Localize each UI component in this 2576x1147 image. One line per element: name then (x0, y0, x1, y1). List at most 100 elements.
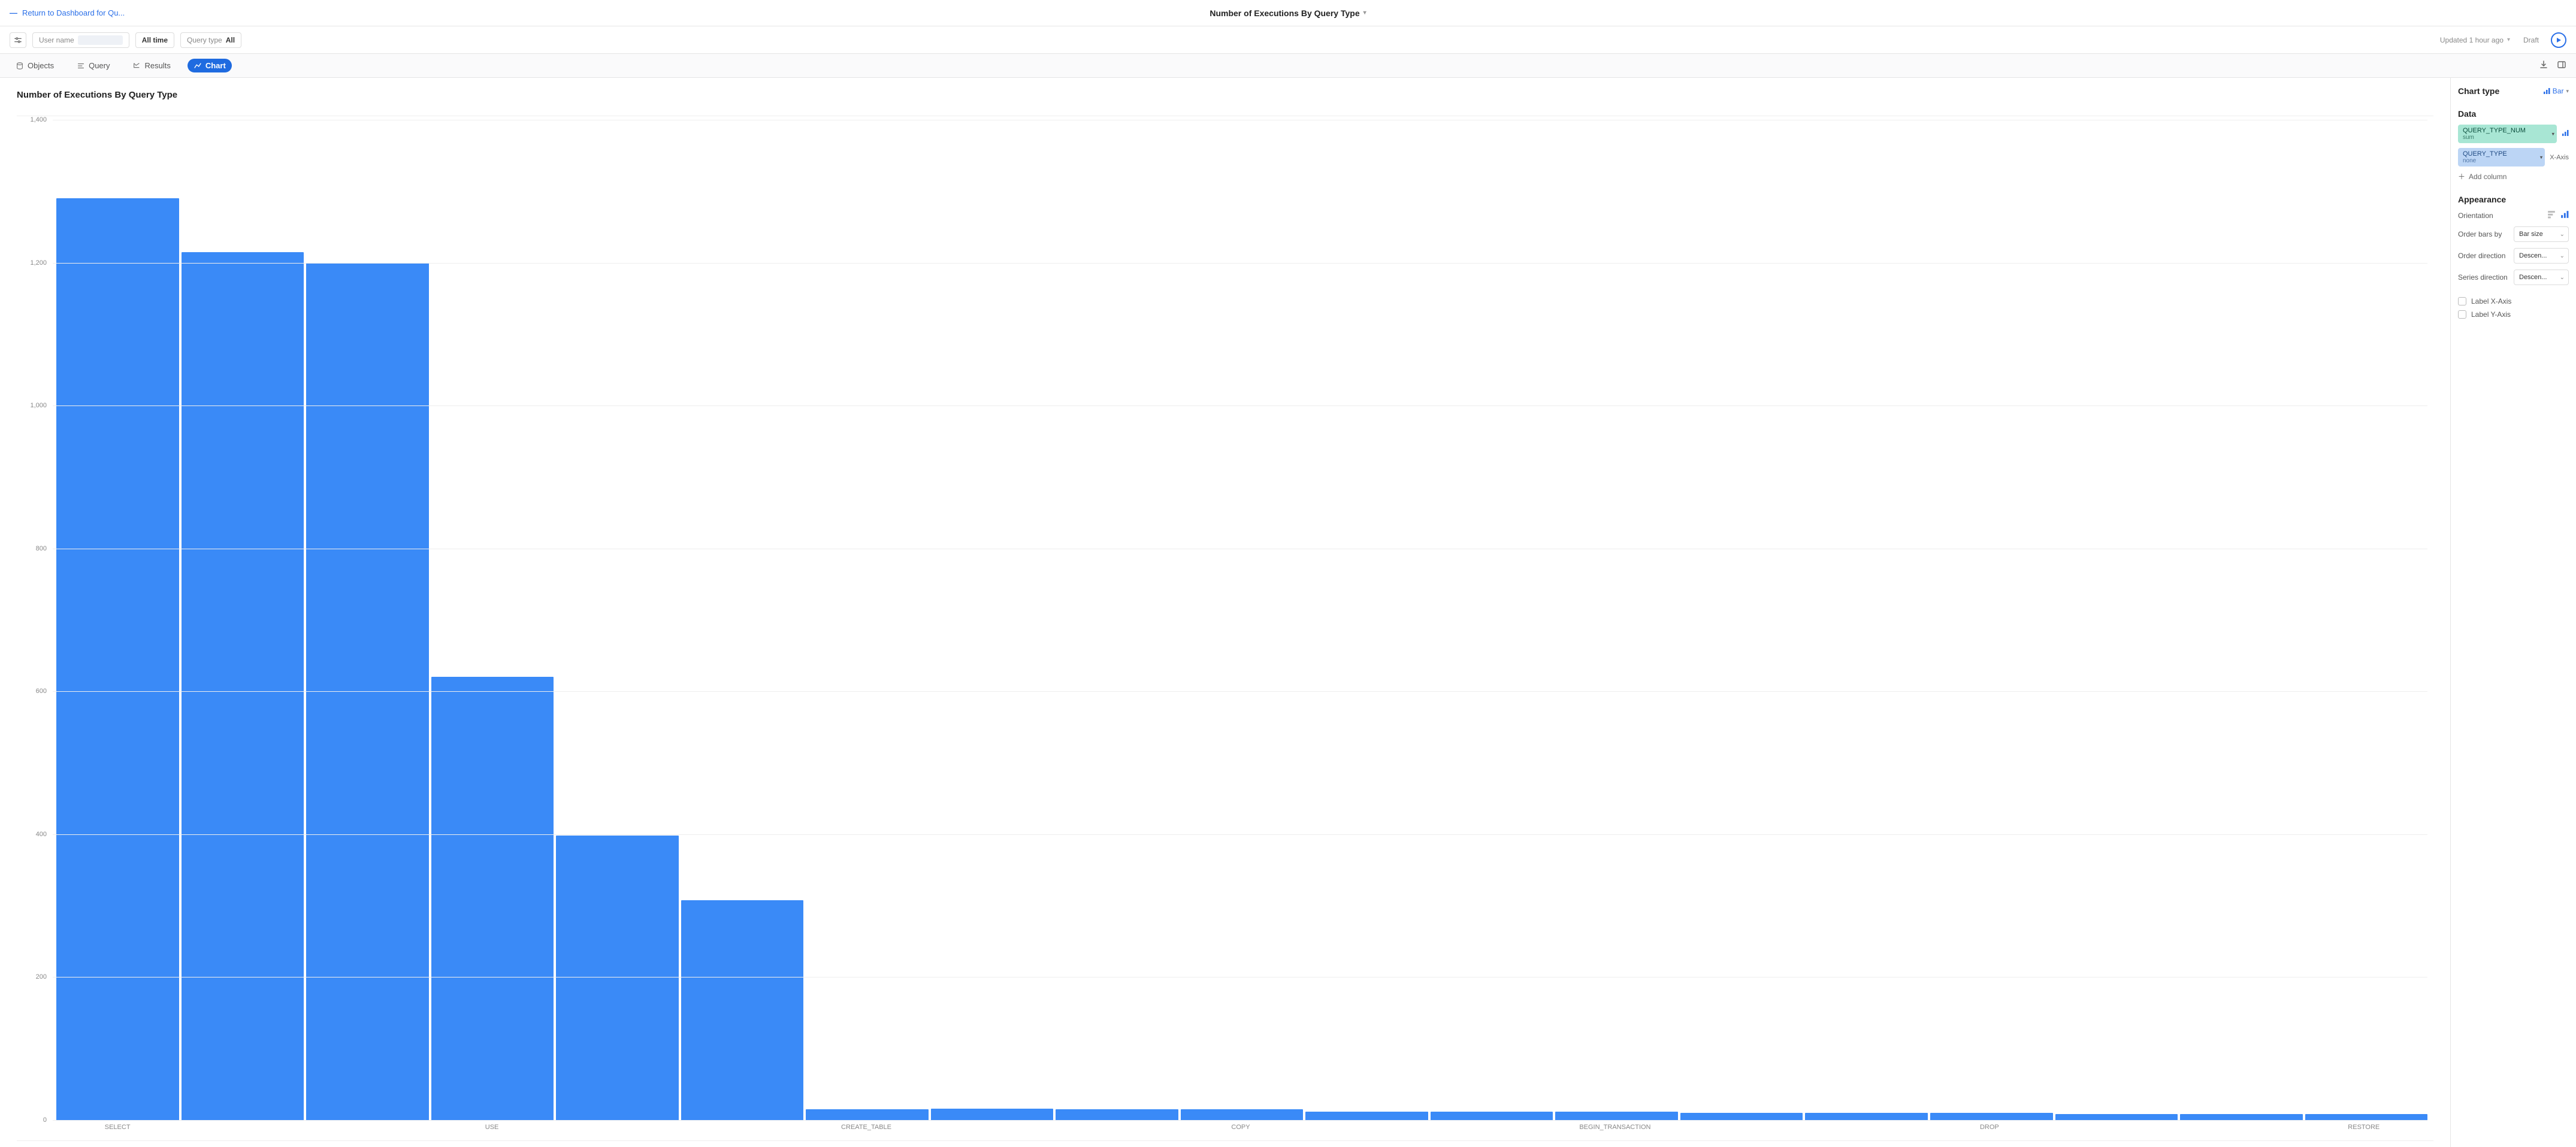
chart-type-selector[interactable]: Bar ▾ (2543, 87, 2569, 95)
chevron-down-icon: ▾ (2507, 37, 2510, 43)
label-x-axis-checkbox[interactable] (2458, 297, 2466, 305)
tab-objects-label: Objects (28, 61, 54, 70)
chart-icon (193, 62, 202, 70)
database-icon (16, 62, 24, 70)
label-x-axis-text: Label X-Axis (2471, 297, 2511, 305)
chart-bar[interactable] (182, 252, 304, 1120)
x-label-slot: BEGIN_TRANSACTION (1554, 1124, 1676, 1138)
x-label-slot (555, 1124, 678, 1138)
x-label-slot: RESTORE (2303, 1124, 2425, 1138)
chart-bar[interactable] (2305, 1114, 2428, 1120)
chart-bar[interactable] (806, 1109, 929, 1120)
chart-type-value: Bar (2553, 87, 2564, 95)
series-direction-label: Series direction (2458, 273, 2508, 282)
tab-objects[interactable]: Objects (10, 59, 60, 72)
time-filter-label: All time (142, 36, 168, 44)
x-label-slot (1803, 1124, 1925, 1138)
chart-bar[interactable] (1181, 1109, 1304, 1120)
query-type-filter[interactable]: Query type All (180, 32, 241, 48)
order-direction-select[interactable]: Descen... (2514, 248, 2569, 264)
chart-panel: Number of Executions By Query Type 02004… (0, 78, 2450, 1147)
page-title[interactable]: Number of Executions By Query Type ▾ (1210, 8, 1366, 18)
x-label-slot (930, 1124, 1052, 1138)
chart-bars (53, 120, 2427, 1120)
download-button[interactable] (2539, 60, 2548, 71)
main-area: Number of Executions By Query Type 02004… (0, 78, 2576, 1147)
bar-chart-icon (2543, 87, 2550, 95)
orientation-horizontal-button[interactable] (2547, 210, 2556, 220)
x-label-slot: DROP (1928, 1124, 2051, 1138)
back-link-label: Return to Dashboard for Qu... (22, 8, 125, 17)
tab-chart[interactable]: Chart (188, 59, 232, 72)
tab-query[interactable]: Query (71, 59, 116, 72)
chart-bar[interactable] (1930, 1113, 2053, 1120)
add-column-label: Add column (2469, 172, 2507, 181)
order-bars-label: Order bars by (2458, 230, 2502, 238)
chart-bar[interactable] (556, 836, 679, 1120)
order-bars-select[interactable]: Bar size (2514, 226, 2569, 242)
chart-bar[interactable] (2055, 1114, 2178, 1120)
x-tick-label: USE (485, 1124, 499, 1131)
chart-bar[interactable] (1305, 1112, 1428, 1120)
y-tick-label: 600 (17, 688, 47, 695)
y-tick-label: 400 (17, 831, 47, 838)
data-heading: Data (2458, 109, 2476, 119)
query-type-filter-value: All (226, 36, 235, 44)
orientation-vertical-button[interactable] (2560, 210, 2569, 220)
back-to-dashboard-link[interactable]: — Return to Dashboard for Qu... (10, 8, 125, 17)
time-filter[interactable]: All time (135, 32, 174, 48)
x-label-slot (1055, 1124, 1177, 1138)
filter-settings-button[interactable] (10, 32, 26, 48)
orientation-label: Orientation (2458, 211, 2493, 220)
gridline (53, 263, 2427, 264)
chart-type-heading: Chart type (2458, 86, 2499, 96)
y-tick-label: 0 (17, 1116, 47, 1124)
x-label-slot: CREATE_TABLE (805, 1124, 927, 1138)
label-y-axis-checkbox[interactable] (2458, 310, 2466, 319)
x-label-slot: COPY (1180, 1124, 1302, 1138)
x-label-slot (1429, 1124, 1551, 1138)
username-filter[interactable]: User name (32, 32, 129, 48)
chart-bar[interactable] (1805, 1113, 1928, 1120)
x-label-slot: SELECT (56, 1124, 179, 1138)
chart-bar[interactable] (56, 198, 179, 1120)
series-direction-select[interactable]: Descen... (2514, 270, 2569, 285)
x-label-slot (1304, 1124, 1426, 1138)
panel-toggle-button[interactable] (2557, 60, 2566, 71)
label-x-axis-row[interactable]: Label X-Axis (2458, 297, 2569, 305)
x-series-label: QUERY_TYPE (2463, 150, 2507, 158)
tab-results-label: Results (144, 61, 170, 70)
x-label-slot: USE (431, 1124, 553, 1138)
chart-bar[interactable] (1555, 1112, 1678, 1120)
x-label-slot (181, 1124, 303, 1138)
chart-bar[interactable] (681, 900, 804, 1120)
x-label-slot (2178, 1124, 2300, 1138)
run-button[interactable] (2551, 32, 2566, 48)
x-series-chip[interactable]: QUERY_TYPE none ▾ (2458, 148, 2545, 167)
x-label-slot (2053, 1124, 2175, 1138)
chart-bar[interactable] (431, 677, 554, 1120)
label-y-axis-row[interactable]: Label Y-Axis (2458, 310, 2569, 319)
chevron-down-icon: ▾ (1363, 10, 1366, 16)
chart-bar[interactable] (1056, 1109, 1178, 1120)
username-filter-value (78, 35, 123, 45)
add-column-button[interactable]: ＋ Add column (2458, 171, 2507, 181)
filter-bar: User name All time Query type All Update… (0, 26, 2576, 54)
chart-area: 02004006008001,0001,2001,400 SELECTUSECR… (17, 116, 2433, 1141)
x-tick-label: BEGIN_TRANSACTION (1579, 1124, 1650, 1131)
play-icon (2556, 37, 2562, 43)
updated-status[interactable]: Updated 1 hour ago ▾ (2440, 36, 2510, 44)
label-y-axis-text: Label Y-Axis (2471, 310, 2511, 319)
chart-bar[interactable] (1431, 1112, 1553, 1120)
y-series-chip[interactable]: QUERY_TYPE_NUM sum ▾ (2458, 125, 2557, 143)
y-series-label: QUERY_TYPE_NUM (2463, 127, 2526, 134)
y-tick-label: 1,400 (17, 116, 47, 123)
x-tick-label: DROP (1980, 1124, 1999, 1131)
x-label-slot (681, 1124, 803, 1138)
query-icon (77, 62, 85, 70)
sliders-icon (14, 36, 22, 44)
chart-bar[interactable] (1680, 1113, 1803, 1120)
chart-bar[interactable] (2180, 1114, 2303, 1120)
chart-bar[interactable] (931, 1109, 1054, 1120)
tab-results[interactable]: Results (126, 59, 176, 72)
